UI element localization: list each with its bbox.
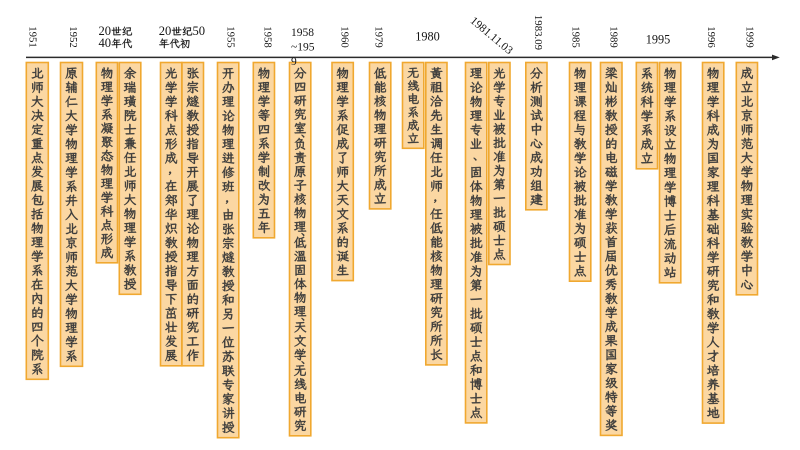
svg-text:1983.09: 1983.09: [532, 15, 544, 50]
svg-text:1979: 1979: [373, 26, 385, 48]
svg-text:20: 20: [159, 24, 172, 38]
svg-text:1952: 1952: [67, 26, 79, 48]
svg-text:50: 50: [193, 24, 206, 38]
svg-text:1980: 1980: [415, 30, 440, 44]
svg-text:9: 9: [291, 56, 297, 68]
svg-text:1999: 1999: [744, 26, 756, 48]
svg-text:20: 20: [99, 24, 112, 38]
svg-text:1951: 1951: [27, 26, 39, 48]
svg-text:1995: 1995: [646, 32, 671, 46]
svg-text:~195: ~195: [291, 41, 315, 53]
svg-text:1989: 1989: [607, 26, 619, 48]
svg-text:1985: 1985: [570, 26, 582, 48]
svg-text:1958: 1958: [291, 27, 314, 39]
svg-text:1996: 1996: [705, 26, 717, 48]
svg-text:1958: 1958: [262, 26, 274, 48]
svg-text:1955: 1955: [225, 26, 237, 48]
svg-text:40: 40: [99, 36, 112, 50]
svg-text:1960: 1960: [339, 26, 351, 48]
